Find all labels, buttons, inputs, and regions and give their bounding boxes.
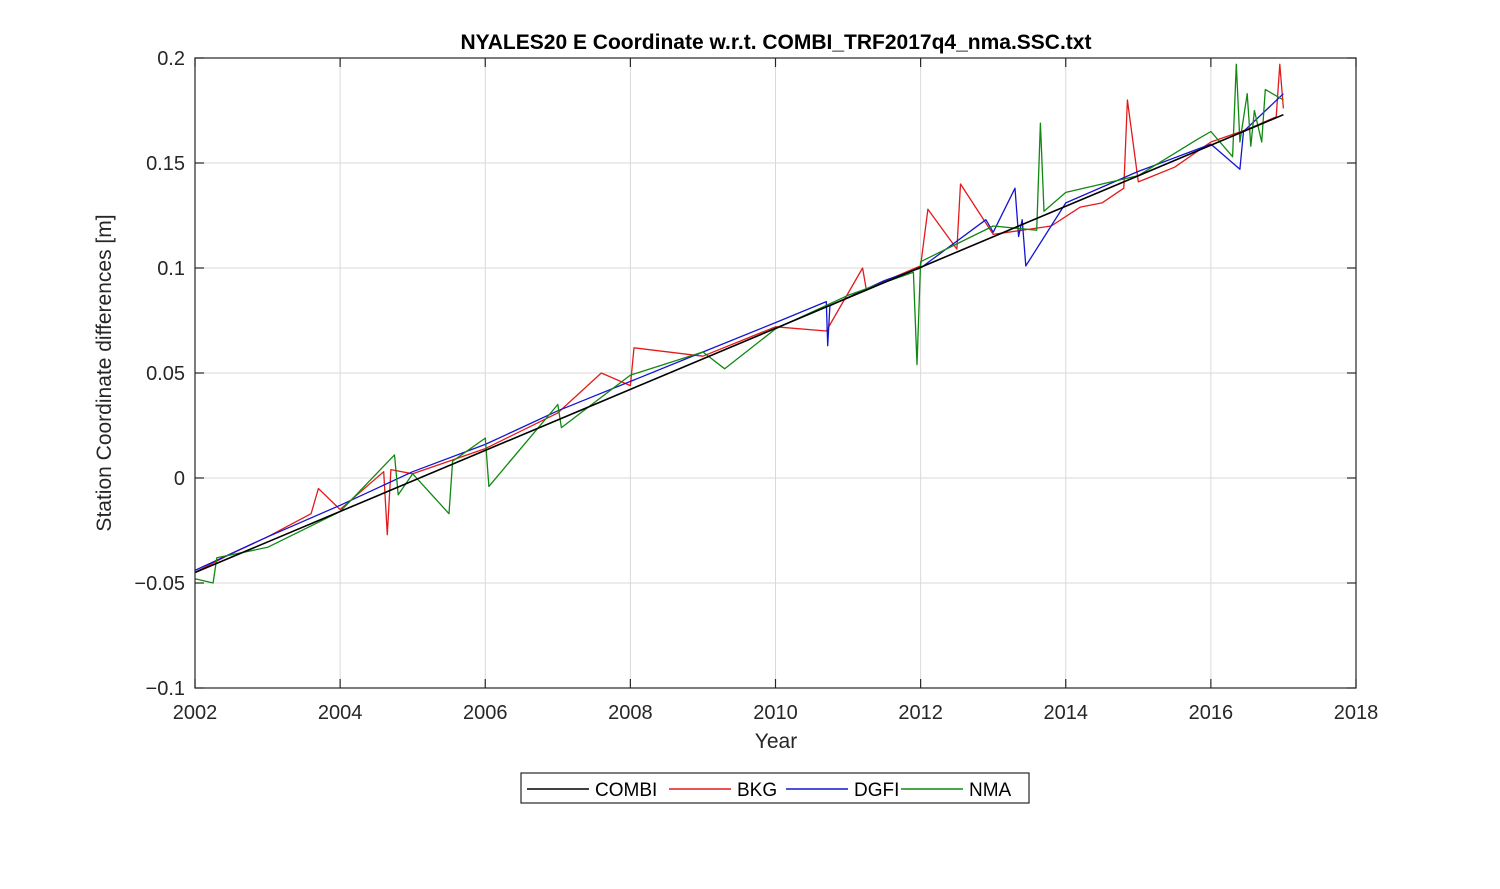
y-axis-label: Station Coordinate differences [m]	[93, 214, 116, 531]
x-tick-labels: 2002 2004 2006 2008 2010 2012 2014 2016 2018	[173, 702, 1379, 724]
legend-label-nma: NMA	[969, 780, 1012, 801]
y-tick-label: −0.05	[134, 573, 185, 595]
axis-ticks	[194, 57, 1357, 689]
legend-item-dgfi: DGFI	[786, 780, 899, 801]
x-tick-label: 2008	[608, 702, 653, 724]
series-line-nma	[194, 63, 1284, 584]
x-tick-label: 2010	[753, 702, 798, 724]
y-tick-label: 0.2	[157, 48, 185, 70]
legend-item-bkg: BKG	[669, 780, 777, 801]
x-tick-label: 2002	[173, 702, 218, 724]
y-tick-label: 0	[174, 468, 185, 490]
legend-item-nma: NMA	[901, 780, 1012, 801]
legend-items: COMBI BKG DGFI NMA	[527, 780, 1012, 801]
y-tick-labels: −0.1 −0.05 0 0.05 0.1 0.15 0.2	[134, 48, 185, 700]
x-tick-label: 2004	[318, 702, 363, 724]
x-tick-label: 2014	[1044, 702, 1089, 724]
chart-title: NYALES20 E Coordinate w.r.t. COMBI_TRF20…	[461, 31, 1092, 54]
y-tick-label: −0.1	[146, 678, 185, 700]
y-tick-label: 0.15	[146, 153, 185, 175]
legend: COMBI BKG DGFI NMA	[520, 772, 1030, 804]
y-tick-label: 0.1	[157, 258, 185, 280]
y-tick-label: 0.05	[146, 363, 185, 385]
legend-item-combi: COMBI	[527, 780, 657, 801]
x-tick-label: 2016	[1189, 702, 1234, 724]
grid-lines	[195, 58, 1356, 688]
x-tick-label: 2006	[463, 702, 508, 724]
x-axis-label: Year	[755, 730, 797, 753]
series-line-bkg	[194, 63, 1285, 574]
x-tick-label: 2012	[898, 702, 943, 724]
x-tick-label: 2018	[1334, 702, 1379, 724]
legend-box	[520, 772, 1030, 804]
legend-label-combi: COMBI	[595, 780, 657, 801]
plot-area	[194, 57, 1357, 689]
legend-label-bkg: BKG	[737, 780, 777, 801]
series-line-combi	[194, 113, 1284, 574]
legend-label-dgfi: DGFI	[854, 780, 899, 801]
series-lines	[194, 63, 1285, 584]
